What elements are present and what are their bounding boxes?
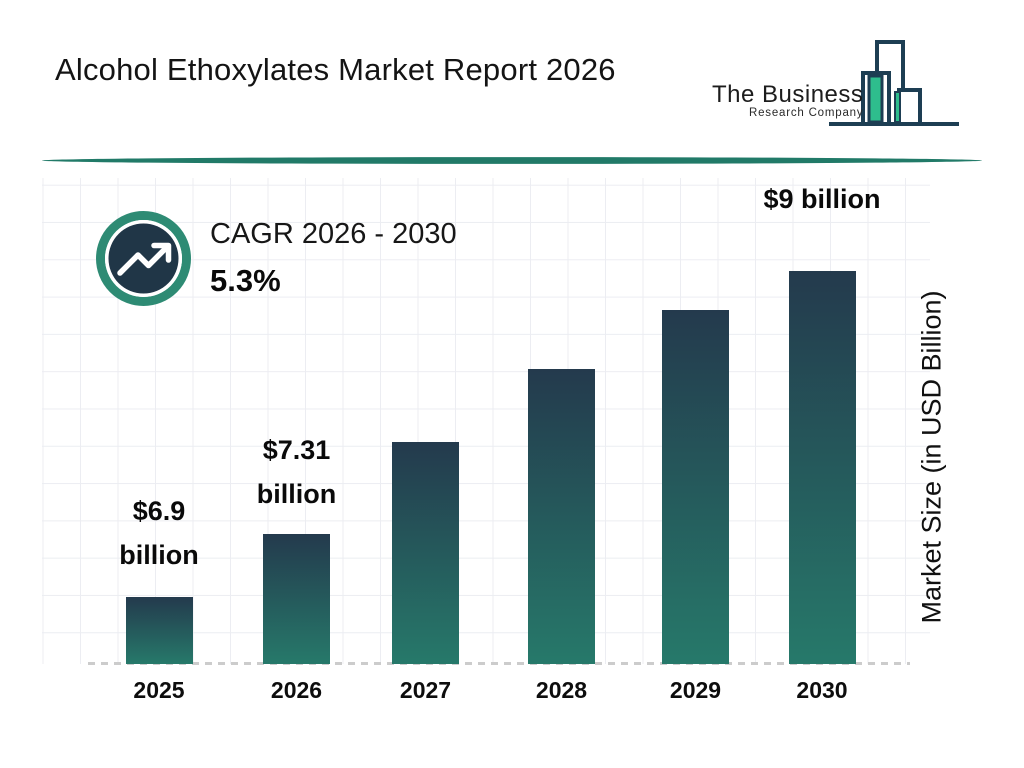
cagr-label: CAGR 2026 - 2030 <box>210 218 457 250</box>
y-axis-label: Market Size (in USD Billion) <box>916 290 947 624</box>
value-label-2026: $7.31 billion <box>256 435 337 509</box>
x-tick-2028: 2028 <box>535 677 588 703</box>
x-tick-2026: 2026 <box>270 677 323 703</box>
x-tick-2025: 2025 <box>133 677 185 703</box>
bar-2027 <box>392 442 459 664</box>
logo-name: The Business <box>712 80 864 108</box>
cagr-value: 5.3% <box>210 263 281 298</box>
header-divider <box>42 157 982 164</box>
x-tick-2029: 2029 <box>669 677 722 703</box>
bar-2026 <box>263 534 330 664</box>
value-label-2025: $6.9 billion <box>119 496 199 570</box>
bar-2028 <box>528 369 595 664</box>
value-label-2030: $9 billion <box>763 184 881 214</box>
x-tick-2030: 2030 <box>796 677 848 703</box>
logo-bars-icon <box>829 40 960 126</box>
bar-2029 <box>662 310 729 664</box>
bar-2025 <box>125 597 193 664</box>
x-tick-2027: 2027 <box>399 677 452 703</box>
logo-text: The Business Research Company <box>712 82 863 119</box>
trending-up-icon <box>96 211 191 306</box>
company-logo: The Business Research Company <box>712 38 961 128</box>
logo-subtitle: Research Company <box>748 107 864 119</box>
x-axis-baseline <box>88 662 910 665</box>
cagr-block: CAGR 2026 - 2030 5.3% <box>210 218 457 299</box>
bar-2030 <box>788 271 856 664</box>
page-title: Alcohol Ethoxylates Market Report 2026 <box>55 52 616 87</box>
